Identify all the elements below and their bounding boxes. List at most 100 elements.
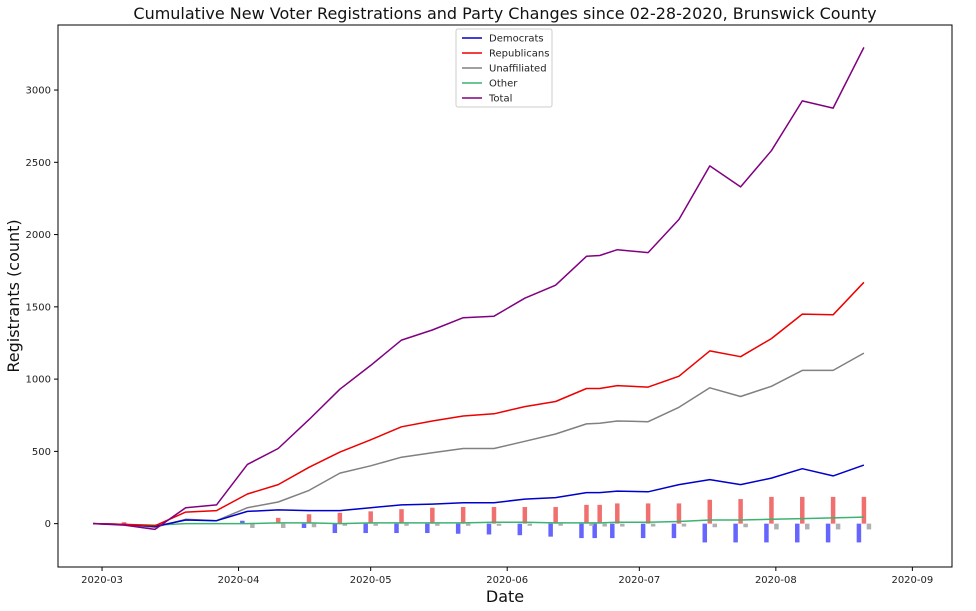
change-bar <box>240 520 245 524</box>
change-bar <box>733 523 738 543</box>
change-bar <box>332 523 338 534</box>
series-line-republicans <box>93 281 865 527</box>
x-tick-label: 2020-04 <box>218 575 260 586</box>
x-tick-label: 2020-09 <box>891 575 933 586</box>
change-bar <box>861 496 867 524</box>
change-bar <box>866 523 872 530</box>
change-bar <box>645 503 651 524</box>
change-bar <box>425 523 430 534</box>
change-bar <box>856 523 862 543</box>
change-bar <box>795 523 800 543</box>
x-tick-label: 2020-05 <box>350 575 392 586</box>
change-bar <box>337 512 343 524</box>
x-tick-label: 2020-08 <box>755 575 797 586</box>
change-bar <box>800 496 805 524</box>
change-bar <box>610 523 615 539</box>
legend: Democrats Republicans Unaffiliated Other Tot… <box>455 28 553 108</box>
change-bar <box>584 504 589 524</box>
y-tick-label: 1000 <box>26 375 51 386</box>
change-bar <box>527 523 533 526</box>
x-tick-label: 2020-06 <box>486 575 528 586</box>
series-line-total <box>93 47 865 531</box>
change-bar <box>368 511 373 524</box>
series-line-democrats <box>93 464 865 528</box>
change-bar <box>712 523 718 528</box>
change-bar <box>825 523 831 543</box>
chart-title: Cumulative New Voter Registrations and P… <box>133 4 876 23</box>
series-line-unaffiliated <box>93 352 865 529</box>
legend-entry: Democrats <box>489 34 544 45</box>
y-tick-label: 500 <box>32 447 51 458</box>
y-tick-label: 2500 <box>26 158 51 169</box>
change-bar <box>592 523 597 539</box>
change-bar <box>522 507 528 524</box>
change-bar <box>707 499 713 524</box>
change-bar <box>671 523 677 539</box>
change-bar <box>835 523 841 530</box>
change-bar <box>553 507 558 524</box>
change-bar <box>738 499 743 524</box>
y-axis-title: Registrants (count) <box>4 219 23 372</box>
change-bar <box>602 523 607 527</box>
change-bar <box>342 523 348 526</box>
change-bar <box>404 523 409 526</box>
change-bar <box>496 523 502 526</box>
change-bar <box>764 523 769 543</box>
change-bar <box>435 523 440 526</box>
change-bar <box>250 523 255 528</box>
change-bar <box>301 523 307 528</box>
y-tick-label: 3000 <box>26 86 51 97</box>
change-bar <box>275 517 281 524</box>
x-axis-title: Date <box>486 587 524 606</box>
change-bar <box>465 523 471 526</box>
series-lines <box>93 47 865 531</box>
change-bar <box>589 523 594 526</box>
change-bar <box>615 503 620 524</box>
change-bar <box>430 507 435 524</box>
change-bar <box>363 523 368 534</box>
change-bar <box>486 523 492 535</box>
change-bar <box>491 507 497 524</box>
legend-entry: Unaffiliated <box>489 64 547 75</box>
change-bar <box>769 496 774 524</box>
y-tick-label: 1500 <box>26 302 51 313</box>
change-bar <box>121 522 127 524</box>
legend-entry: Republicans <box>489 49 549 60</box>
change-bar <box>805 523 810 530</box>
change-bar <box>394 523 399 534</box>
change-bar <box>373 523 378 526</box>
change-bar <box>681 523 687 527</box>
change-bar <box>579 523 584 539</box>
change-bars <box>121 496 872 543</box>
y-tick-label: 2000 <box>26 230 51 241</box>
plot-frame <box>57 24 953 568</box>
change-bar <box>650 523 656 527</box>
change-bar <box>306 514 312 524</box>
x-tick-label: 2020-07 <box>618 575 660 586</box>
change-bar <box>517 523 523 536</box>
change-bar <box>558 523 563 526</box>
series-line-other <box>93 516 864 526</box>
y-tick-label: 0 <box>45 519 51 530</box>
x-axis-ticks: 2020-03 2020-04 2020-05 2020-06 2020-07 2020-… <box>81 567 933 586</box>
change-bar <box>676 503 682 524</box>
change-bar <box>830 496 836 524</box>
change-bar <box>548 523 553 537</box>
legend-entry: Other <box>489 79 518 90</box>
x-tick-label: 2020-03 <box>81 575 123 586</box>
change-bar <box>702 523 708 543</box>
change-bar <box>460 507 466 524</box>
change-bar <box>743 523 748 528</box>
change-bar <box>280 523 286 528</box>
y-axis-ticks: 0 500 1000 1500 2000 2500 3000 <box>26 86 58 530</box>
change-bar <box>455 523 461 534</box>
change-bar <box>620 523 625 527</box>
change-bar <box>640 523 646 539</box>
change-bar <box>597 504 602 524</box>
legend-entry: Total <box>488 94 512 105</box>
change-bar <box>774 523 779 530</box>
change-bar <box>311 523 317 528</box>
legend-box <box>455 28 553 108</box>
